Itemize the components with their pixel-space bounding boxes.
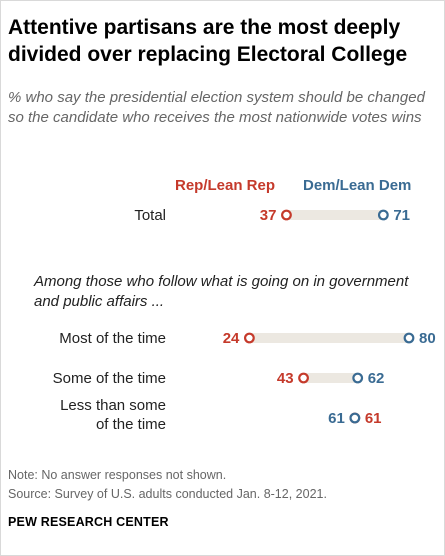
value-label-dem: 61 — [328, 410, 345, 427]
dot-rep — [243, 332, 255, 344]
value-label-rep: 61 — [365, 410, 382, 427]
legend-dem: Dem/Lean Dem — [303, 177, 412, 194]
row-label-line: of the time — [95, 416, 166, 433]
section-note: Among those who follow what is going on … — [34, 273, 409, 310]
value-label-rep: 37 — [260, 207, 277, 224]
source-text: Source: Survey of U.S. adults conducted … — [8, 487, 327, 501]
row-label-some: Some of the time — [53, 369, 166, 388]
dot-rep — [298, 372, 309, 384]
value-label-rep: 43 — [277, 370, 294, 387]
dot-dem — [377, 209, 389, 221]
legend-rep: Rep/Lean Rep — [175, 177, 276, 194]
dot-dem — [403, 332, 415, 344]
dot-dem — [349, 412, 361, 424]
value-label-dem: 71 — [393, 207, 410, 224]
value-label-dem: 62 — [368, 370, 385, 387]
range-bar — [249, 333, 409, 343]
row-label-line: Most of the time — [59, 330, 166, 347]
dot-rep — [281, 209, 292, 221]
row-label-most: Most of the time — [59, 329, 166, 348]
chart-subtitle: % who say the presidential election syst… — [8, 89, 425, 126]
dot-dem — [352, 372, 364, 384]
value-label-dem: 80 — [419, 330, 436, 347]
chart-title: Attentive partisans are the most deeply … — [8, 16, 408, 66]
value-label-rep: 24 — [223, 330, 240, 347]
range-bar — [286, 210, 384, 220]
range-bar — [303, 373, 358, 383]
row-label-line: Total — [134, 207, 166, 224]
row-label-line: Less than some — [60, 397, 166, 414]
note-text: Note: No answer responses not shown. — [8, 468, 227, 482]
row-label-less: Less than some of the time — [60, 396, 166, 434]
row-label-line: Some of the time — [52, 370, 166, 387]
brand-logo-text: PEW RESEARCH CENTER — [8, 515, 169, 529]
row-label-total: Total — [134, 206, 166, 225]
